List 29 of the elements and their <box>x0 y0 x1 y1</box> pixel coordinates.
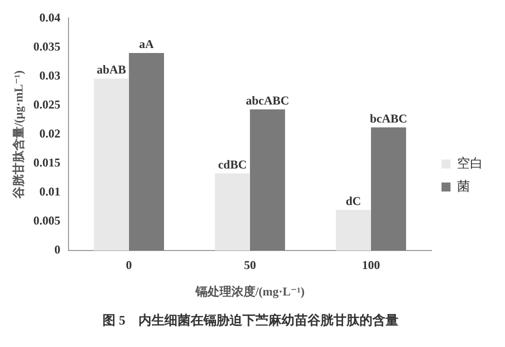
y-axis-title: 谷胱甘肽含量/(μg·mL⁻¹) <box>11 70 26 200</box>
bar <box>214 173 250 251</box>
x-axis-title: 镉处理浓度/(mg·L⁻¹) <box>194 284 305 298</box>
bar <box>250 109 286 251</box>
annotation: dC <box>346 194 362 208</box>
annotation: abAB <box>96 62 126 77</box>
x-tick-label: 100 <box>362 258 380 272</box>
x-tick-label: 0 <box>126 258 132 272</box>
y-tick-label: 0.04 <box>39 10 60 24</box>
y-tick-label: 0.01 <box>39 184 60 199</box>
bar <box>370 127 406 251</box>
annotation: bcABC <box>370 112 408 126</box>
y-tick-label: 0.02 <box>39 126 60 140</box>
y-tick-label: 0.035 <box>33 39 60 54</box>
annotation: cdBC <box>218 157 247 172</box>
x-tick-label: 50 <box>244 258 256 272</box>
bar <box>128 53 164 251</box>
y-tick-label: 0.015 <box>33 156 60 170</box>
text: 图 5 内生细菌在镉胁迫下苎麻幼苗谷胱甘肽的含量 <box>102 312 398 328</box>
annotation: aA <box>139 37 154 52</box>
y-tick-label: 0.025 <box>33 97 60 112</box>
annotation: abcABC <box>246 94 290 108</box>
bar <box>94 78 129 251</box>
y-tick-label: 0.03 <box>39 68 60 82</box>
y-tick-label: 0.005 <box>33 214 60 228</box>
y-tick-label: 0 <box>54 242 60 257</box>
legend-label: 菌 <box>457 178 470 194</box>
bar <box>336 210 371 251</box>
legend-label: 空白 <box>457 155 483 170</box>
